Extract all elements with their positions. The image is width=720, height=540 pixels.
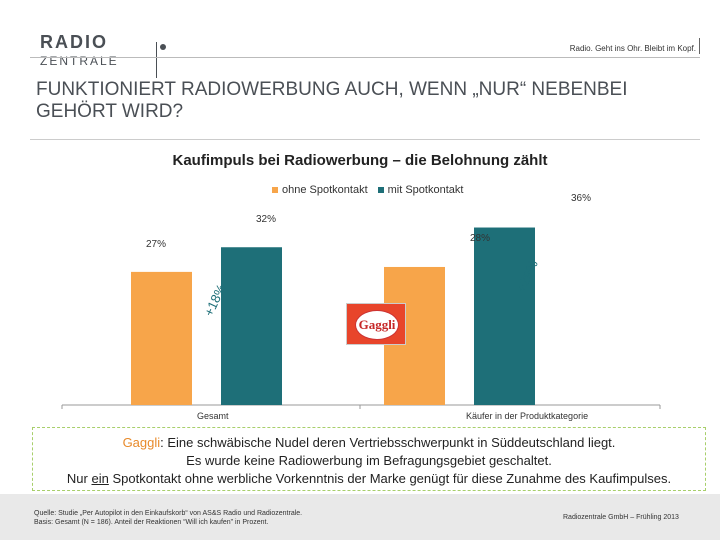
legend-item-mit: mit Spotkontakt [377, 184, 464, 196]
bar-mit-1 [474, 227, 535, 405]
bar-mit-0 [221, 247, 282, 405]
footer-source-line-2: Basis: Gesamt (N = 186). Anteil der Reak… [34, 519, 269, 526]
chart-legend: ohne Spotkontakt mit Spotkontakt [272, 184, 463, 196]
legend-label-mit: mit Spotkontakt [387, 184, 464, 196]
chart-title: Kaufimpuls bei Radiowerbung – die Belohn… [172, 152, 548, 169]
info-box: Gaggli: Eine schwäbische Nudel deren Ver… [32, 427, 706, 491]
legend-item-ohne: ohne Spotkontakt [272, 184, 368, 196]
info-line-3-emph: ein [91, 471, 109, 486]
footer-source-line-1: Quelle: Studie „Per Autopilot in den Ein… [34, 510, 303, 517]
slogan: Radio. Geht ins Ohr. Bleibt im Kopf. [569, 44, 696, 53]
title-divider [30, 139, 700, 140]
info-line-1-rest: : Eine schwäbische Nudel deren Vertriebs… [160, 435, 616, 450]
category-label-gesamt: Gesamt [197, 411, 229, 421]
value-label-ohne-1: 28% [470, 233, 490, 244]
info-line-2: Es wurde keine Radiowerbung im Befragung… [186, 453, 552, 468]
page-title: FUNKTIONIERT RADIOWERBUNG AUCH, WENN „NU… [36, 79, 628, 122]
legend-swatch-mit [377, 187, 384, 193]
gaggli-logo: Gaggli [346, 303, 406, 345]
value-label-mit-1: 36% [571, 193, 591, 204]
info-line-1: Gaggli: Eine schwäbische Nudel deren Ver… [33, 434, 705, 452]
slogan-divider [699, 38, 700, 54]
footer-source: Quelle: Studie „Per Autopilot in den Ein… [34, 509, 302, 527]
info-box-text: Gaggli: Eine schwäbische Nudel deren Ver… [33, 434, 705, 488]
category-label-kaeufer: Käufer in der Produktkategorie [466, 411, 589, 421]
value-label-ohne-0: 27% [146, 239, 166, 250]
value-label-mit-0: 32% [256, 214, 276, 225]
info-line-3: Nur ein Spotkontakt ohne werbliche Vorke… [33, 470, 705, 488]
gaggli-logo-text: Gaggli [355, 310, 399, 340]
logo-dot-icon [160, 44, 166, 50]
legend-label-ohne: ohne Spotkontakt [282, 184, 368, 196]
bar-ohne-0 [131, 271, 192, 405]
footer: Quelle: Studie „Per Autopilot in den Ein… [0, 494, 720, 540]
info-brand: Gaggli [122, 435, 161, 450]
bar-chart: 27%28%32%36%+18%+29% [61, 193, 661, 409]
info-line-3-post: Spotkontakt ohne werbliche Vorkenntnis d… [108, 471, 672, 486]
info-line-3-pre: Nur [66, 471, 92, 486]
logo-divider [156, 42, 157, 78]
footer-company: Radiozentrale GmbH – Frühling 2013 [563, 514, 679, 521]
legend-swatch-ohne [272, 187, 278, 193]
header-divider [30, 57, 700, 58]
logo-text-top: RADIO [40, 32, 108, 52]
